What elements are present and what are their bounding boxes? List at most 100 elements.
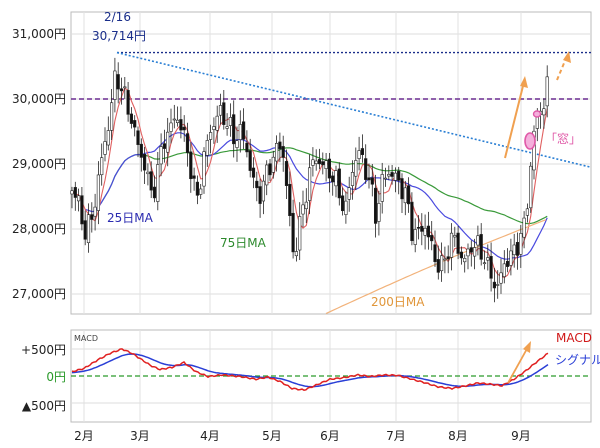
macd-arrow-shaft xyxy=(507,346,529,384)
reference-lines xyxy=(71,51,592,169)
candle-body xyxy=(344,200,348,215)
macd-line xyxy=(71,348,549,391)
candle-body xyxy=(159,146,163,165)
candle-body xyxy=(73,187,77,198)
macd-arrow-head xyxy=(523,341,531,353)
dashed-arrow-head xyxy=(563,51,571,63)
candle-body xyxy=(525,208,529,216)
candle-body xyxy=(238,124,242,140)
candle-body xyxy=(433,244,437,262)
candle-body xyxy=(225,126,229,129)
candle-body xyxy=(93,206,97,217)
candle-body xyxy=(288,183,292,216)
candle-body xyxy=(307,167,312,201)
candle-body xyxy=(133,120,137,128)
candle-body xyxy=(96,174,100,211)
ma25-label: 25日MA xyxy=(107,211,154,225)
candle-body xyxy=(439,255,444,272)
candle-body xyxy=(545,76,549,107)
up-arrow-shaft xyxy=(504,81,525,159)
candle-body xyxy=(274,142,279,162)
macd-legend-label: MACD xyxy=(556,331,592,345)
candle-body xyxy=(284,161,289,186)
x-tick-jul: 7月 xyxy=(386,429,406,443)
candle-body xyxy=(327,158,332,179)
candle-body xyxy=(496,284,500,286)
candle-body xyxy=(337,168,341,199)
ma75-label: 75日MA xyxy=(220,236,267,250)
candle-body xyxy=(486,257,490,261)
candle-body xyxy=(519,233,523,255)
candle-body xyxy=(172,118,176,121)
up-arrow-head xyxy=(520,76,528,88)
candle-body xyxy=(331,175,335,183)
macd-corner-label: MACD xyxy=(74,334,98,343)
candle-body xyxy=(489,256,493,279)
candle-body xyxy=(364,158,368,180)
candle-body xyxy=(80,195,84,225)
candle-body xyxy=(410,201,414,241)
candle-body xyxy=(509,250,513,266)
main-panel xyxy=(70,11,592,315)
candle-body xyxy=(334,170,338,187)
candle-body xyxy=(70,190,74,195)
y-tick-31000: 31,000円 xyxy=(12,27,66,41)
candle-body xyxy=(301,204,305,215)
candle-body xyxy=(387,174,391,177)
candle-body xyxy=(459,251,464,259)
candle-body xyxy=(83,220,87,240)
candle-body xyxy=(192,175,196,179)
gap-ellipse-large xyxy=(524,132,536,150)
candle-body xyxy=(268,163,272,176)
x-tick-jun: 6月 xyxy=(320,429,340,443)
candle-body xyxy=(126,90,130,115)
candle-body xyxy=(136,130,140,145)
candle-body xyxy=(532,130,536,171)
candle-body xyxy=(373,187,378,224)
candle-body xyxy=(472,247,477,257)
candle-body xyxy=(90,214,94,220)
candle-body xyxy=(423,227,427,236)
candle-body xyxy=(367,177,371,181)
candle-body xyxy=(86,214,91,244)
gap-ellipse-small xyxy=(532,110,542,118)
candle-body xyxy=(212,126,216,130)
candle-body xyxy=(189,151,193,180)
candle-body xyxy=(169,122,173,132)
candle-body xyxy=(390,172,394,177)
candle-body xyxy=(505,260,510,267)
candle-body xyxy=(476,235,480,246)
candle-body xyxy=(463,258,467,263)
x-tick-may: 5月 xyxy=(262,429,282,443)
y-tick-29000: 29,000円 xyxy=(12,157,66,171)
candle-body xyxy=(436,259,440,273)
y-tick-30000: 30,000円 xyxy=(12,92,66,106)
x-tick-sep: 9月 xyxy=(511,429,531,443)
candle-body xyxy=(195,181,200,196)
candle-body xyxy=(182,126,186,131)
y-tick-27000: 27,000円 xyxy=(12,287,66,301)
candle-body xyxy=(393,172,398,181)
candle-body xyxy=(205,140,209,156)
candle-body xyxy=(146,171,150,175)
candle-body xyxy=(271,156,275,173)
candle-body xyxy=(360,148,365,155)
macd-y-tick-zero: 0円 xyxy=(46,370,66,384)
candle-body xyxy=(113,70,117,100)
candle-body xyxy=(304,201,308,210)
gap-label: 「窓」 xyxy=(545,131,581,146)
candle-body xyxy=(209,132,213,140)
candle-body xyxy=(222,102,226,125)
candle-body xyxy=(110,102,114,131)
candle-body xyxy=(347,187,351,200)
signal-legend-label: シグナル xyxy=(555,353,600,367)
x-tick-feb: 2月 xyxy=(74,429,94,443)
peak-value-label: 30,714円 xyxy=(92,29,146,43)
candle-body xyxy=(251,167,256,178)
candle-body xyxy=(416,227,421,229)
candle-body xyxy=(77,195,81,202)
candle-body xyxy=(340,195,345,212)
macd-lines xyxy=(71,341,591,391)
candle-body xyxy=(176,119,180,123)
